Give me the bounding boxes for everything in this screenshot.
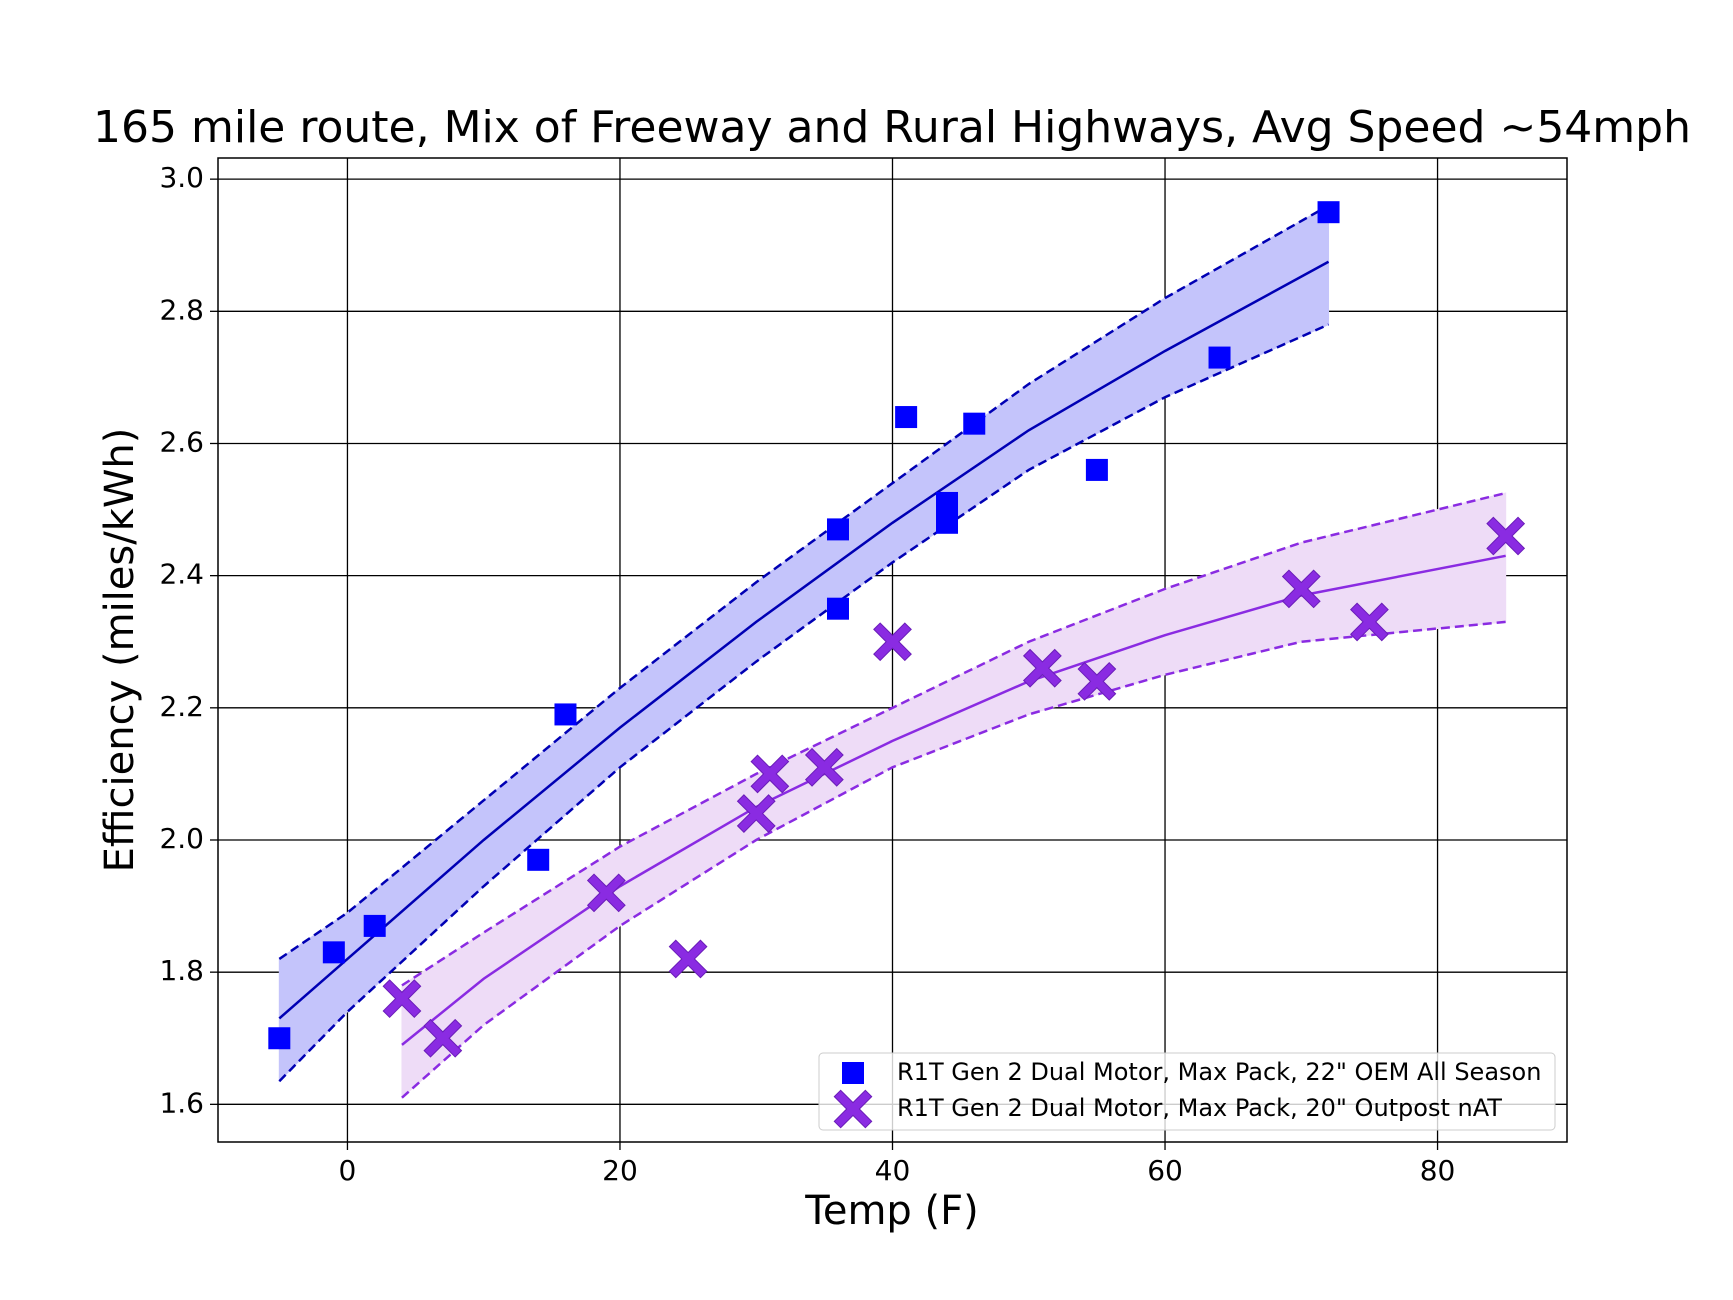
x-tick-label: 0	[339, 1154, 357, 1187]
confidence-bound	[401, 620, 1506, 1099]
data-point	[736, 794, 776, 833]
chart-title: 165 mile route, Mix of Freeway and Rural…	[93, 102, 1691, 153]
data-point	[963, 412, 986, 435]
confidence-bound	[278, 204, 1330, 960]
data-point	[804, 747, 844, 787]
y-tick-label: 3.0	[159, 161, 204, 194]
legend-label: R1T Gen 2 Dual Motor, Max Pack, 22" OEM …	[897, 1058, 1541, 1086]
confidence-bound	[401, 491, 1506, 987]
y-tick-label: 2.6	[159, 425, 204, 458]
data-point	[1077, 661, 1117, 701]
data-point	[1022, 648, 1062, 688]
data-point	[363, 914, 386, 937]
data-point	[1208, 346, 1231, 369]
data-point	[1350, 602, 1389, 642]
data-point	[554, 703, 577, 726]
data-point	[750, 754, 790, 794]
x-tick-label: 20	[602, 1154, 638, 1187]
x-tick-label: 40	[875, 1154, 911, 1187]
data-point	[268, 1027, 291, 1050]
data-point	[322, 941, 345, 964]
data-point	[1085, 458, 1108, 481]
fit-line	[278, 260, 1330, 1020]
data-point	[826, 518, 849, 541]
data-point	[423, 1018, 463, 1058]
legend-marker	[833, 1089, 873, 1129]
legend-marker	[842, 1062, 864, 1084]
data-point	[586, 873, 626, 913]
data-point	[1317, 201, 1340, 224]
data-point	[895, 406, 918, 429]
data-point	[527, 848, 550, 871]
data-point	[936, 511, 959, 534]
confidence-bound	[278, 323, 1330, 1083]
data-point	[826, 597, 849, 620]
x-tick-label: 60	[1147, 1154, 1183, 1187]
plot-frame	[217, 157, 1568, 1143]
legend: R1T Gen 2 Dual Motor, Max Pack, 22" OEM …	[818, 1052, 1556, 1131]
plot-area	[268, 201, 1526, 1099]
x-tick-label: 80	[1420, 1154, 1456, 1187]
y-tick-label: 2.0	[159, 822, 204, 855]
data-point	[1281, 569, 1321, 609]
fit-line	[401, 554, 1506, 1046]
data-point	[1486, 516, 1526, 556]
y-axis-label: Efficiency (miles/kWh)	[97, 428, 143, 873]
data-point	[668, 939, 708, 979]
data-point	[936, 491, 959, 514]
y-tick-label: 1.8	[159, 954, 204, 987]
y-tick-label: 2.8	[159, 293, 204, 326]
x-axis-label: Temp (F)	[804, 1188, 979, 1234]
y-tick-label: 1.6	[159, 1086, 204, 1119]
y-tick-label: 2.2	[159, 690, 204, 723]
data-point	[382, 979, 422, 1019]
legend-label: R1T Gen 2 Dual Motor, Max Pack, 20" Outp…	[897, 1094, 1502, 1122]
legend-box	[818, 1052, 1556, 1131]
y-tick-label: 2.4	[159, 558, 204, 591]
data-point	[873, 622, 912, 662]
